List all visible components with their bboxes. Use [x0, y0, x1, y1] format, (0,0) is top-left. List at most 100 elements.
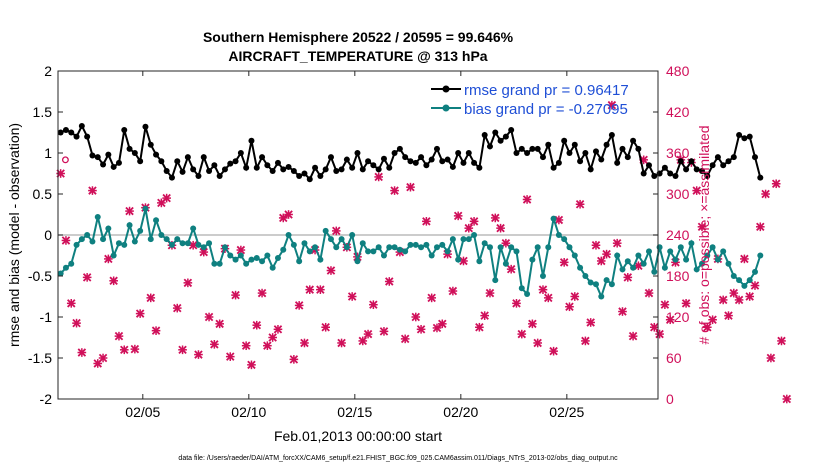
rmse-point	[195, 172, 202, 179]
obs-count-marker	[718, 295, 728, 305]
bias-point	[386, 244, 393, 251]
bias-point	[137, 227, 144, 234]
rmse-point	[465, 150, 472, 156]
rmse-point	[481, 131, 488, 138]
bias-point	[370, 248, 377, 255]
obs-count-marker	[374, 172, 383, 182]
bias-point	[259, 258, 266, 265]
obs-count-marker	[528, 319, 537, 329]
footnote: data file: /Users/raeder/DAI/ATM_forcXX/…	[178, 455, 618, 462]
obs-count-marker	[549, 346, 558, 356]
obs-count-marker	[300, 338, 309, 348]
obs-count-marker	[496, 223, 505, 233]
rmse-point	[502, 133, 509, 140]
obs-count-marker	[565, 302, 574, 312]
obs-count-marker	[172, 303, 182, 313]
bias-point	[672, 256, 679, 263]
obs-count-marker	[512, 299, 521, 308]
bias-point	[741, 282, 748, 289]
rmse-point	[126, 145, 133, 152]
rmse-point	[73, 133, 80, 140]
rmse-point	[741, 135, 748, 142]
rmse-point	[216, 172, 223, 179]
rmse-point	[62, 127, 69, 134]
obs-count-marker	[761, 189, 770, 199]
rmse-point	[153, 151, 160, 158]
rmse-point	[524, 150, 531, 156]
rmse-point	[269, 168, 276, 175]
rmse-point	[78, 122, 85, 129]
bias-point	[396, 246, 403, 253]
bias-point	[709, 244, 716, 251]
bias-point	[253, 254, 260, 261]
rmse-point	[608, 131, 615, 138]
obs-count-marker	[241, 341, 251, 351]
rmse-point	[746, 133, 753, 140]
rmse-point	[200, 154, 207, 161]
rmse-point	[497, 137, 504, 144]
rmse-point	[105, 151, 112, 158]
bias-point	[645, 248, 652, 255]
rmse-point	[115, 159, 122, 166]
obs-count-marker	[745, 292, 755, 301]
bias-point	[476, 258, 483, 265]
obs-count-marker	[681, 299, 691, 308]
rmse-point	[365, 158, 372, 165]
left-y-tick-label: 0.5	[33, 186, 53, 202]
bias-point	[407, 241, 414, 248]
bias-point	[68, 260, 75, 267]
chart-title: Southern Hemisphere 20522 / 20595 = 99.6…	[203, 29, 514, 45]
bias-point	[635, 252, 642, 259]
obs-count-marker	[119, 345, 129, 355]
rmse-point	[221, 166, 228, 173]
rmse-point	[704, 172, 711, 179]
left-y-axis-label: rmse and bias (model - observation)	[6, 123, 22, 347]
obs-count-marker	[178, 345, 187, 355]
rmse-point	[259, 154, 266, 161]
chart-subtitle: AIRCRAFT_TEMPERATURE @ 313 hPa	[228, 48, 487, 64]
rmse-point	[561, 137, 568, 144]
rmse-point	[582, 150, 589, 156]
obs-count-marker	[623, 273, 633, 282]
bias-point	[412, 241, 419, 248]
rmse-point	[253, 164, 260, 171]
rmse-point	[577, 158, 584, 165]
obs-count-marker	[384, 277, 394, 286]
bias-point	[158, 232, 165, 238]
rmse-point	[460, 159, 467, 166]
bias-point	[327, 236, 334, 243]
obs-count-marker	[437, 319, 447, 329]
bias-point	[121, 241, 128, 248]
rmse-point	[380, 155, 387, 162]
rmse-point	[333, 168, 340, 175]
obs-count-marker	[628, 331, 638, 341]
bias-point	[179, 240, 186, 247]
bias-point	[656, 244, 663, 251]
rmse-point	[677, 158, 684, 165]
bias-point	[264, 252, 271, 259]
right-y-tick-label: 300	[666, 186, 690, 202]
bias-point	[375, 244, 382, 251]
bias-point	[751, 268, 758, 275]
bias-point	[221, 244, 228, 251]
bias-point	[115, 240, 122, 247]
rmse-point	[301, 170, 308, 177]
rmse-point	[243, 164, 250, 171]
bias-point	[126, 222, 133, 229]
rmse-point	[619, 145, 626, 152]
rmse-point	[614, 159, 621, 166]
plot-marks	[56, 100, 792, 404]
bias-point	[380, 252, 387, 259]
bias-point	[439, 241, 446, 248]
rmse-point	[232, 158, 239, 165]
right-y-tick-label: 420	[666, 104, 690, 120]
obs-count-marker	[475, 322, 484, 332]
bias-point	[465, 236, 472, 243]
left-y-tick-label: 1.5	[33, 104, 53, 120]
obs-count-marker	[591, 240, 601, 250]
obs-possible-marker	[61, 156, 69, 164]
rmse-point	[630, 137, 637, 144]
bias-point	[725, 260, 732, 267]
bias-point	[174, 236, 181, 243]
rmse-point	[274, 159, 281, 166]
